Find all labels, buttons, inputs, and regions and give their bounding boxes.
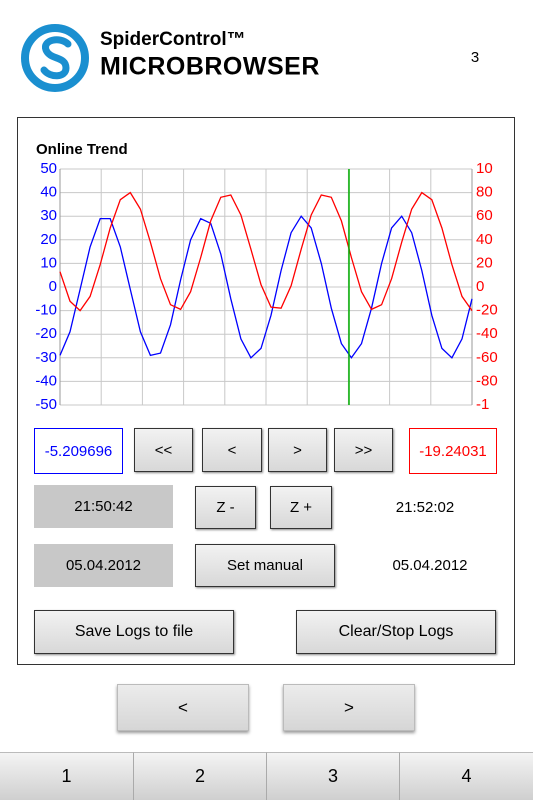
tab[interactable]: 3 (267, 752, 400, 800)
start-date[interactable]: 05.04.2012 (34, 544, 173, 587)
y2-tick-label: -20 (476, 302, 498, 319)
y2-tick-label: 0 (476, 278, 484, 295)
tab[interactable]: 2 (134, 752, 267, 800)
y-tick-label: -40 (35, 372, 57, 389)
y2-tick-label: 80 (476, 184, 493, 201)
fast-forward-button[interactable]: >> (334, 428, 393, 472)
prev-page-button[interactable]: < (117, 684, 249, 731)
y2-tick-label: -40 (476, 325, 498, 342)
y2-tick-label: 10 (476, 160, 493, 177)
tab[interactable]: 1 (0, 752, 134, 800)
chart-title: Online Trend (36, 141, 128, 158)
tab[interactable]: 4 (400, 752, 533, 800)
brand: SpiderControl™ (100, 29, 246, 50)
clear-logs-button[interactable]: Clear/Stop Logs (296, 610, 496, 654)
next-page-button[interactable]: > (283, 684, 415, 731)
y-tick-label: -30 (35, 349, 57, 366)
product: MICROBROWSER (100, 53, 320, 81)
trend-line (59, 215, 473, 359)
panel (17, 117, 515, 665)
y-tick-label: -10 (35, 302, 57, 319)
cursor-left-value: -5.209696 (34, 428, 123, 474)
page-number: 3 (471, 49, 479, 66)
start-time[interactable]: 21:50:42 (34, 485, 173, 528)
end-date: 05.04.2012 (392, 557, 468, 574)
y-tick-label: 0 (49, 278, 57, 295)
y-tick-label: 10 (40, 254, 57, 271)
cursor-right-value: -19.24031 (409, 428, 497, 474)
forward-button[interactable]: > (268, 428, 327, 472)
trend-line (59, 191, 473, 312)
logo: SpiderControl™ MICROBROWSER 3 (21, 24, 479, 92)
logo-ring (21, 24, 89, 92)
fast-back-button[interactable]: << (134, 428, 193, 472)
logo-s (40, 36, 72, 80)
y2-tick-label: -60 (476, 349, 498, 366)
y2-tick-label: -1 (476, 396, 489, 413)
y2-tick-label: 60 (476, 207, 493, 224)
save-logs-button[interactable]: Save Logs to file (34, 610, 234, 654)
y2-tick-label: 40 (476, 231, 493, 248)
y-tick-label: -20 (35, 325, 57, 342)
y-tick-label: 40 (40, 184, 57, 201)
back-button[interactable]: < (202, 428, 262, 472)
zoom-in-button[interactable]: Z + (270, 486, 332, 529)
end-time: 21:52:02 (395, 499, 455, 516)
y-tick-label: 50 (40, 160, 57, 177)
y-tick-label: 30 (40, 207, 57, 224)
zoom-out-button[interactable]: Z - (195, 486, 256, 529)
y2-tick-label: 20 (476, 254, 493, 271)
set-manual-button[interactable]: Set manual (195, 544, 335, 587)
trend-chart: Online Trend 50403020100-10-20-30-40-501… (35, 141, 498, 413)
y2-tick-label: -80 (476, 372, 498, 389)
y-tick-label: -50 (35, 396, 57, 413)
y-tick-label: 20 (40, 231, 57, 248)
